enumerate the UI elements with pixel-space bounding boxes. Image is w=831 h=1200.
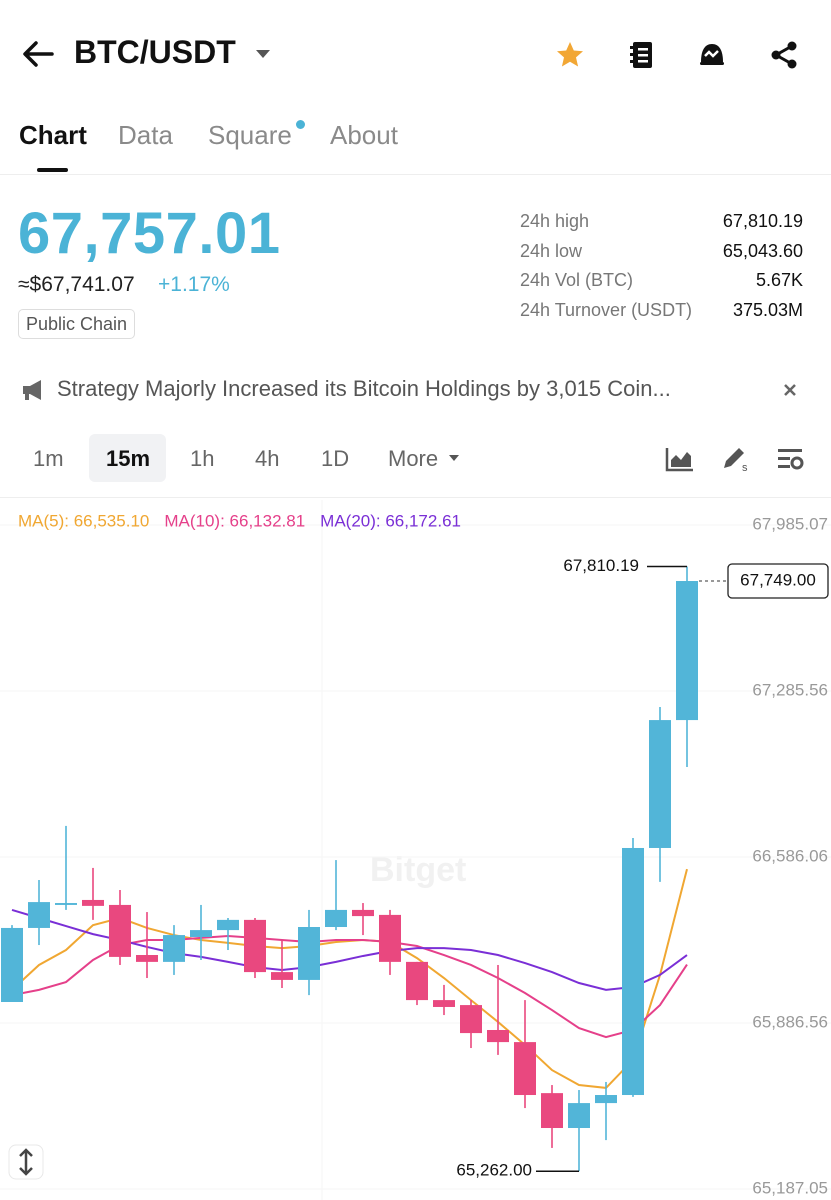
interval-button[interactable]: 1h (190, 446, 215, 471)
y-tick-label: 66,586.06 (752, 846, 828, 865)
legend-entry: MA(5): 66,535.10 (18, 511, 149, 530)
candle-body (676, 581, 698, 721)
pair-title[interactable]: BTC/USDT (74, 34, 236, 70)
candle-body (352, 909, 374, 917)
notes-icon[interactable] (628, 40, 656, 70)
stat-value: 65,043.60 (722, 240, 803, 261)
legend-entry: MA(20): 66,172.61 (320, 511, 461, 530)
candle-body (28, 902, 50, 928)
pair-dropdown[interactable] (255, 48, 271, 60)
candlestick-chart: Bitget67,985.0767,285.5666,586.0665,886.… (0, 500, 831, 1200)
candle-body (433, 1000, 455, 1007)
tab-dot (296, 120, 305, 129)
stat-value: 67,810.19 (722, 211, 803, 231)
candle-body (325, 909, 347, 928)
candle-body (136, 955, 158, 962)
last-price-box (727, 563, 829, 599)
candle-body (541, 1093, 563, 1129)
alert-icon[interactable] (697, 40, 727, 70)
tab[interactable]: Chart (19, 120, 87, 150)
stat-value: 5.67K (755, 270, 803, 290)
close-news[interactable] (782, 382, 798, 398)
interval-button[interactable]: More (388, 446, 439, 471)
candle-body (55, 903, 77, 905)
candle-body (379, 914, 401, 962)
legend-entry: MA(10): 66,132.81 (164, 511, 305, 530)
back-button[interactable] (20, 38, 56, 70)
tab[interactable]: About (330, 120, 398, 150)
candle-body (190, 930, 212, 937)
candle-body (298, 927, 320, 980)
more-dropdown[interactable] (448, 454, 460, 463)
candle-body (1, 927, 23, 1002)
candle-body (244, 919, 266, 973)
candle-body (568, 1103, 590, 1129)
divider (0, 174, 831, 175)
tab[interactable]: Data (118, 120, 173, 150)
y-tick-label: 65,886.56 (752, 1012, 828, 1031)
y-tick-label: 67,285.56 (752, 680, 828, 699)
last-price-label: 67,749.00 (740, 571, 816, 590)
tab-underline (37, 168, 68, 172)
stat-value: 375.03M (732, 299, 803, 320)
y-tick-label: 65,187.05 (752, 1178, 828, 1197)
candle-body (622, 847, 644, 1096)
interval-button[interactable]: 4h (255, 446, 280, 471)
candle-body (163, 935, 185, 962)
interval-button[interactable]: 1D (321, 446, 350, 471)
stat-label: 24h Vol (BTC) (520, 270, 634, 290)
stat-label: 24h low (520, 240, 583, 261)
favorite-icon[interactable] (555, 40, 585, 70)
draw-icon[interactable]: s (720, 444, 750, 474)
candle-body (271, 972, 293, 980)
tab[interactable]: Square (208, 120, 292, 150)
candle-body (487, 1029, 509, 1043)
settings-icon[interactable] (776, 446, 806, 472)
candle-body (82, 899, 104, 906)
news-text[interactable]: Strategy Majorly Increased its Bitcoin H… (57, 376, 671, 401)
interval-selected-bg (89, 434, 166, 482)
stat-label: 24h high (520, 211, 590, 231)
ma-line (11, 868, 688, 1089)
share-icon[interactable] (769, 40, 799, 70)
high-label: 67,810.19 (563, 556, 639, 575)
candle-body (217, 919, 239, 931)
svg-text:s: s (742, 462, 748, 474)
fiat-price: ≈$67,741.07 (18, 273, 135, 296)
last-price: 67,757.01 (18, 201, 281, 266)
chart-type-icon[interactable] (665, 446, 695, 472)
price-change: +1.17% (158, 273, 230, 296)
candle-body (460, 1005, 482, 1034)
candle-body (109, 904, 131, 957)
low-label: 65,262.00 (456, 1161, 532, 1180)
candle-body (406, 961, 428, 1001)
badge[interactable]: Public Chain (18, 309, 136, 339)
y-tick-label: 67,985.07 (752, 514, 828, 533)
resize-button[interactable] (8, 1144, 44, 1180)
stat-label: 24h Turnover (USDT) (520, 299, 693, 320)
candle-body (649, 720, 671, 848)
candle-body (514, 1042, 536, 1096)
interval-button[interactable]: 15m (106, 446, 151, 471)
news-icon (23, 380, 41, 400)
interval-button[interactable]: 1m (33, 446, 64, 471)
divider (0, 497, 831, 498)
candle-body (595, 1095, 617, 1104)
